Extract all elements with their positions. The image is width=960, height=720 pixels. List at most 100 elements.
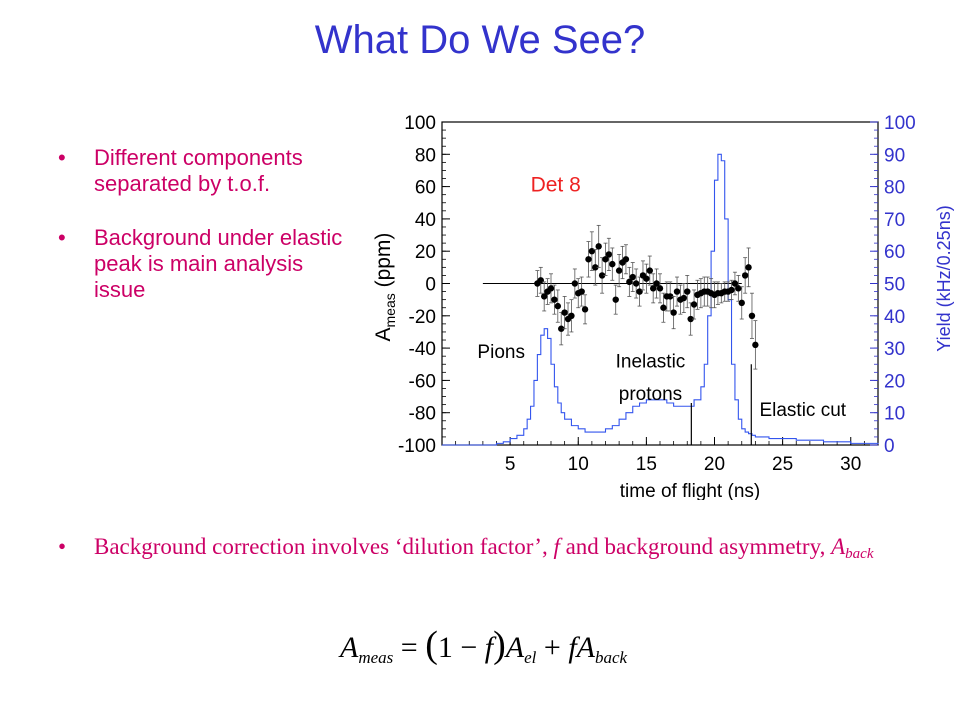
data-point	[629, 273, 636, 281]
data-point	[667, 293, 674, 300]
data-point	[571, 280, 579, 287]
data-point	[612, 296, 619, 303]
right-tick-label: 50	[884, 275, 905, 296]
x-tick-label: 15	[636, 454, 657, 475]
data-point	[540, 293, 548, 300]
data-point	[578, 288, 585, 295]
data-point	[741, 272, 749, 279]
data-point	[745, 264, 752, 271]
right-tick-label: 90	[884, 145, 905, 166]
right-tick-label: 100	[884, 113, 916, 134]
data-point	[636, 288, 643, 295]
tof-chart: 100806040200-20-40-60-80-100100908070605…	[372, 113, 954, 500]
bottom-f: f	[553, 534, 560, 559]
left-tick-label: 60	[415, 178, 436, 199]
right-tick-label: 70	[884, 210, 905, 231]
bottom-text-2: and background asymmetry,	[559, 534, 832, 559]
data-point	[588, 248, 596, 255]
data-point	[731, 280, 739, 287]
bullet-item: • Background under elastic peak is main a…	[58, 225, 348, 303]
bullet-list: • Different components separated by t.o.f…	[58, 145, 348, 331]
left-tick-label: 80	[415, 145, 436, 166]
data-point	[585, 256, 592, 263]
formula-f2: f	[568, 631, 577, 664]
formula-A-back-sub: back	[594, 648, 628, 667]
bullet-dot-icon: •	[58, 534, 67, 559]
x-tick-label: 20	[704, 454, 725, 475]
det-label: Det 8	[531, 173, 581, 196]
left-tick-label: 20	[415, 242, 436, 263]
formula-one-minus: 1 −	[437, 631, 485, 664]
data-point	[581, 306, 589, 313]
x-tick-label: 25	[772, 454, 793, 475]
yield-histogram	[442, 153, 879, 446]
x-tick-label: 30	[840, 454, 861, 475]
data-point	[547, 285, 555, 292]
pions-label: Pions	[477, 342, 525, 363]
formula-paren-open: (	[425, 624, 438, 666]
x-tick-label: 5	[505, 454, 516, 475]
data-point	[602, 256, 609, 263]
formula-A-back: A	[576, 631, 595, 664]
left-tick-label: -100	[398, 436, 436, 457]
data-point	[656, 285, 664, 292]
left-tick-label: -80	[409, 404, 436, 425]
data-point	[568, 312, 575, 319]
data-point	[615, 267, 623, 274]
data-point	[537, 277, 544, 284]
bullet-dot-icon: •	[58, 225, 66, 250]
formula: Ameas = (1 − f)Ael + fAback	[340, 623, 627, 668]
data-point	[738, 299, 745, 307]
data-point	[680, 294, 688, 302]
formula-paren-close: )	[493, 624, 506, 666]
left-tick-label: 100	[404, 113, 436, 134]
formula-plus: +	[536, 631, 569, 664]
data-point	[690, 301, 698, 308]
right-tick-label: 30	[884, 339, 905, 360]
bullet-text: Different components separated by t.o.f.	[94, 145, 303, 196]
data-point	[735, 285, 742, 292]
left-axis-label: Ameas (ppm)	[372, 233, 398, 342]
data-point	[646, 267, 653, 274]
data-point	[684, 288, 691, 295]
elastic-cut-label: Elastic cut	[759, 400, 846, 421]
formula-lhs-sub: meas	[358, 648, 394, 667]
left-axis-label-sub: meas	[382, 293, 398, 327]
x-axis-label: time of flight (ns)	[620, 481, 760, 500]
bullet-item: • Different components separated by t.o.f…	[58, 145, 348, 197]
data-point	[595, 243, 602, 250]
slide-title: What Do We See?	[314, 18, 646, 62]
formula-f: f	[484, 631, 494, 664]
left-axis-label-main: A	[372, 327, 395, 341]
bullet-text: Background under elastic peak is main an…	[94, 225, 343, 302]
formula-A-el: A	[505, 631, 525, 664]
data-point	[598, 272, 606, 279]
left-tick-label: 40	[415, 210, 436, 231]
right-tick-label: 10	[884, 404, 905, 425]
data-point	[649, 285, 657, 292]
formula-A-el-sub: el	[524, 648, 537, 667]
data-point	[632, 280, 640, 287]
bottom-A: A	[831, 534, 846, 559]
data-point	[626, 278, 633, 286]
data-point	[622, 256, 630, 263]
right-tick-label: 0	[884, 436, 895, 457]
left-tick-label: -60	[409, 371, 436, 392]
right-tick-label: 40	[884, 307, 905, 328]
data-point	[554, 302, 562, 310]
right-tick-label: 20	[884, 371, 905, 392]
left-tick-label: -20	[409, 307, 436, 328]
right-tick-label: 80	[884, 178, 905, 199]
formula-lhs: A	[340, 631, 359, 664]
data-point	[561, 309, 568, 316]
left-tick-label: -40	[409, 339, 436, 360]
left-tick-label: 0	[425, 275, 436, 296]
bottom-text-1: Background correction involves ‘dilution…	[94, 534, 554, 559]
data-point	[558, 325, 565, 332]
data-point	[728, 286, 735, 294]
formula-eq: =	[400, 631, 418, 664]
right-tick-label: 60	[884, 242, 905, 263]
bottom-A-sub: back	[845, 546, 874, 562]
data-point	[673, 288, 681, 295]
left-axis-label-unit: (ppm)	[372, 233, 395, 294]
